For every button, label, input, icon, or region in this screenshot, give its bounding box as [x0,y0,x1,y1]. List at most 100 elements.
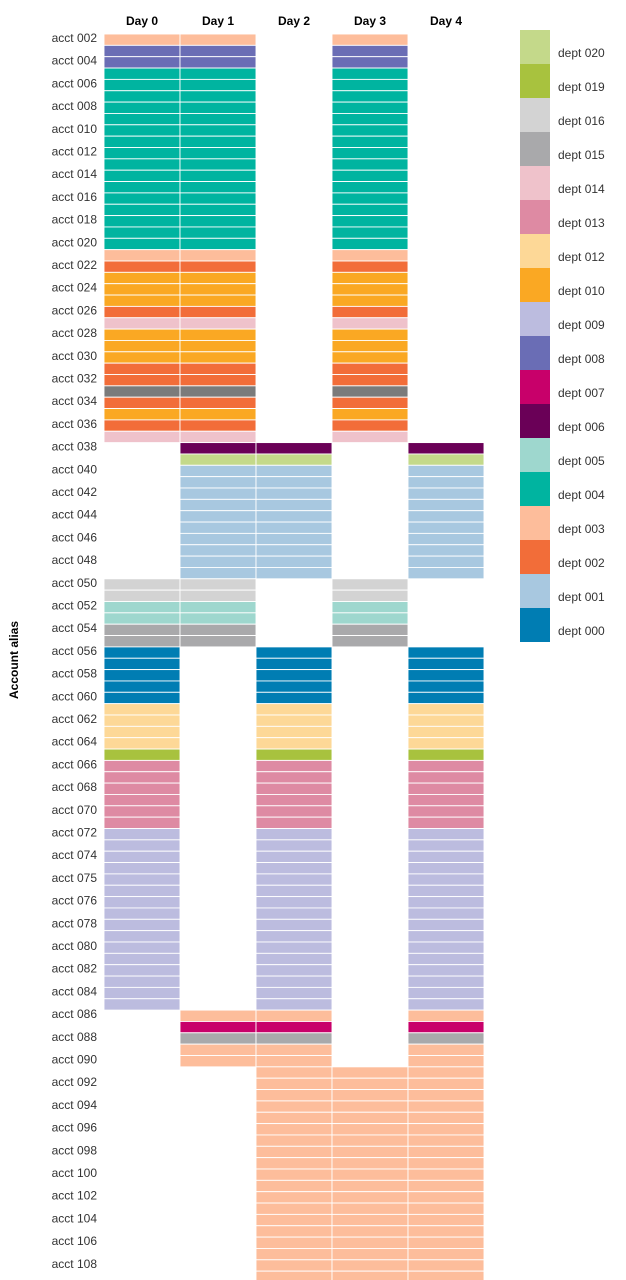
heatmap-cell [407,794,485,807]
legend-label: dept 013 [558,216,605,230]
row-tick-label: acct 068 [52,780,98,794]
heatmap-cell [407,748,485,761]
heatmap-cell [407,1157,485,1170]
heatmap-cell [179,90,257,103]
heatmap-cell [179,623,257,637]
heatmap-cell [103,657,181,671]
y-axis-label: Account alias [7,621,21,699]
heatmap-cell [179,1055,257,1068]
heatmap-cell [407,1021,485,1034]
heatmap-cell [255,930,333,943]
heatmap-cell [407,532,485,546]
row-tick-label: acct 072 [52,826,98,840]
heatmap-cell [407,862,485,875]
row-tick-label: acct 014 [52,167,98,181]
heatmap-cell [179,612,257,625]
heatmap-cell [331,112,409,126]
heatmap-cell [103,351,181,364]
legend-label: dept 001 [558,590,605,604]
heatmap-cell [407,498,485,512]
heatmap-cell [255,918,333,932]
heatmap-cell [103,748,181,761]
heatmap-cell [407,1145,485,1159]
heatmap-cell [103,930,181,943]
row-tick-label: acct 054 [52,621,98,635]
heatmap-cell [407,941,485,954]
heatmap-cell [179,1043,257,1056]
heatmap-cell [407,691,485,705]
heatmap-cell [407,952,485,966]
heatmap-cell [407,975,485,988]
heatmap-cell [103,135,181,148]
heatmap-cell [331,1270,409,1280]
heatmap-cell [103,226,181,239]
heatmap-cell [407,680,485,693]
heatmap-cell [103,691,181,705]
heatmap-cell [255,862,333,875]
heatmap-cell [255,680,333,693]
heatmap-cell [407,1191,485,1204]
legend-swatch [520,200,550,234]
legend-swatch [520,540,550,574]
heatmap-cell [255,453,333,466]
heatmap-cell [407,555,485,568]
heatmap-cell [407,850,485,864]
heatmap-cell [255,941,333,954]
heatmap-cell [103,158,181,171]
heatmap-cell [103,635,181,648]
heatmap-cell [331,1213,409,1227]
heatmap-cell [255,498,333,512]
heatmap-cell [331,1259,409,1272]
heatmap-cell [407,714,485,727]
row-tick-label: acct 080 [52,939,98,953]
heatmap-cell [255,1009,333,1022]
heatmap-cell [407,476,485,489]
heatmap-cell [407,805,485,818]
heatmap-cell [407,1247,485,1261]
row-tick-label: acct 042 [52,485,98,499]
heatmap-cell [103,33,181,46]
heatmap-cell [407,930,485,943]
heatmap-cell [179,362,257,375]
heatmap-cell [103,305,181,319]
heatmap-cell [179,135,257,148]
row-tick-label: acct 088 [52,1030,98,1044]
row-tick-label: acct 012 [52,145,98,159]
heatmap-cell [103,169,181,182]
heatmap-cell [103,90,181,103]
heatmap-cell [407,1111,485,1125]
row-tick-label: acct 046 [52,530,98,544]
heatmap-cell [407,1089,485,1102]
heatmap-cell [179,419,257,432]
heatmap-cell [179,1009,257,1022]
heatmap-cell [331,78,409,92]
heatmap-cell [255,964,333,977]
heatmap-cell [103,67,181,80]
heatmap-cell [255,544,333,557]
heatmap-cell [331,1168,409,1181]
legend-label: dept 000 [558,624,605,638]
heatmap-cell [255,646,333,659]
row-tick-label: acct 078 [52,916,98,930]
heatmap-cell [407,1077,485,1090]
heatmap-cell [103,56,181,69]
heatmap-cell [179,44,257,58]
heatmap-cell [103,680,181,693]
row-tick-label: acct 070 [52,803,98,817]
heatmap-cell [331,135,409,148]
heatmap-cell [407,873,485,886]
heatmap-cell [407,816,485,829]
legend-swatch [520,166,550,200]
heatmap-cell [103,918,181,932]
heatmap-cell [331,408,409,421]
heatmap-cell [407,567,485,580]
heatmap-cell [331,101,409,114]
heatmap-cell [255,1055,333,1068]
heatmap-cell [407,759,485,773]
legend-swatch [520,302,550,336]
row-tick-label: acct 102 [52,1189,98,1203]
legend-swatch [520,30,550,64]
heatmap-cell [255,1213,333,1227]
legend-swatch [520,98,550,132]
row-tick-label: acct 018 [52,213,98,227]
